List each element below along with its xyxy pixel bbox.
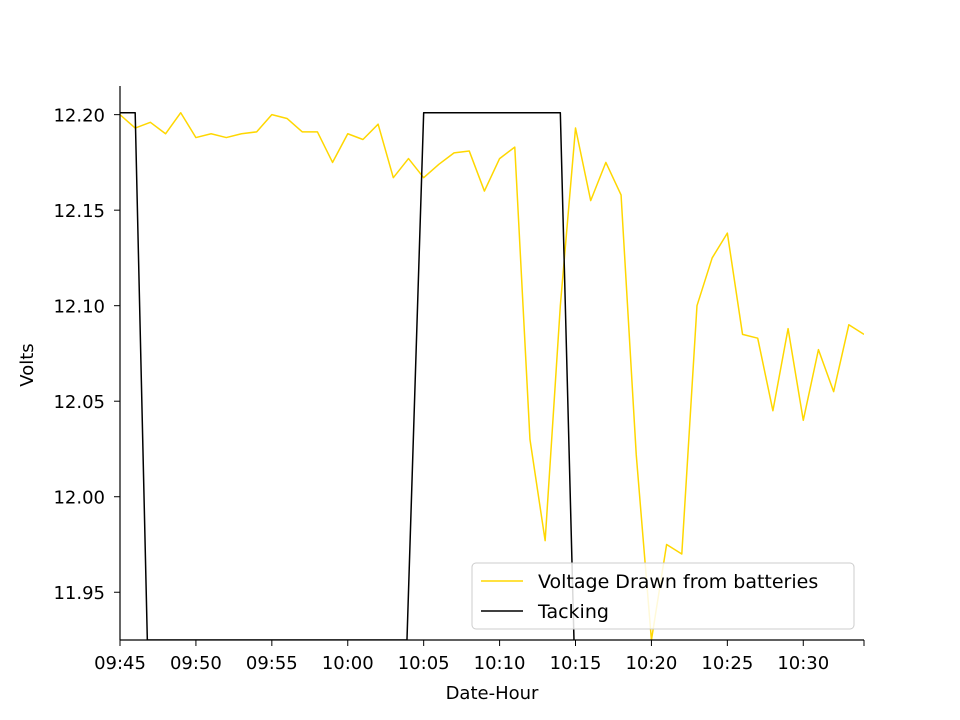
series-line-0 [120,111,864,640]
legend: Voltage Drawn from batteries Tacking [471,562,855,630]
y-tick-label: 11.95 [53,583,105,604]
y-tick-label: 12.05 [53,392,105,413]
x-tick-label: 10:25 [701,653,753,674]
axes: 11.95 12.00 12.05 12.10 12.15 12.20 09:45 09:50… [53,86,865,674]
x-tick-label: 10:20 [625,653,677,674]
x-tick-label: 10:15 [550,653,602,674]
legend-box [471,562,855,630]
x-axis-label: Date-Hour [446,683,539,704]
legend-label-1: Tacking [537,601,609,623]
x-tick-label: 10:05 [398,653,450,674]
x-tick-label: 09:55 [246,653,298,674]
x-tick-label: 10:30 [777,653,829,674]
x-tick-label: 10:00 [322,653,374,674]
y-tick-label: 12.10 [53,297,105,318]
x-tick-label: 10:10 [474,653,526,674]
y-axis-label: Volts [17,343,38,386]
y-tick-label: 12.15 [53,201,105,222]
y-tick-label: 12.20 [53,106,105,127]
plot-area [120,111,864,640]
legend-label-0: Voltage Drawn from batteries [538,571,818,593]
y-tick-label: 12.00 [53,488,105,509]
series-line-1 [120,111,575,640]
x-tick-label: 09:45 [94,653,146,674]
x-tick-label: 09:50 [170,653,222,674]
